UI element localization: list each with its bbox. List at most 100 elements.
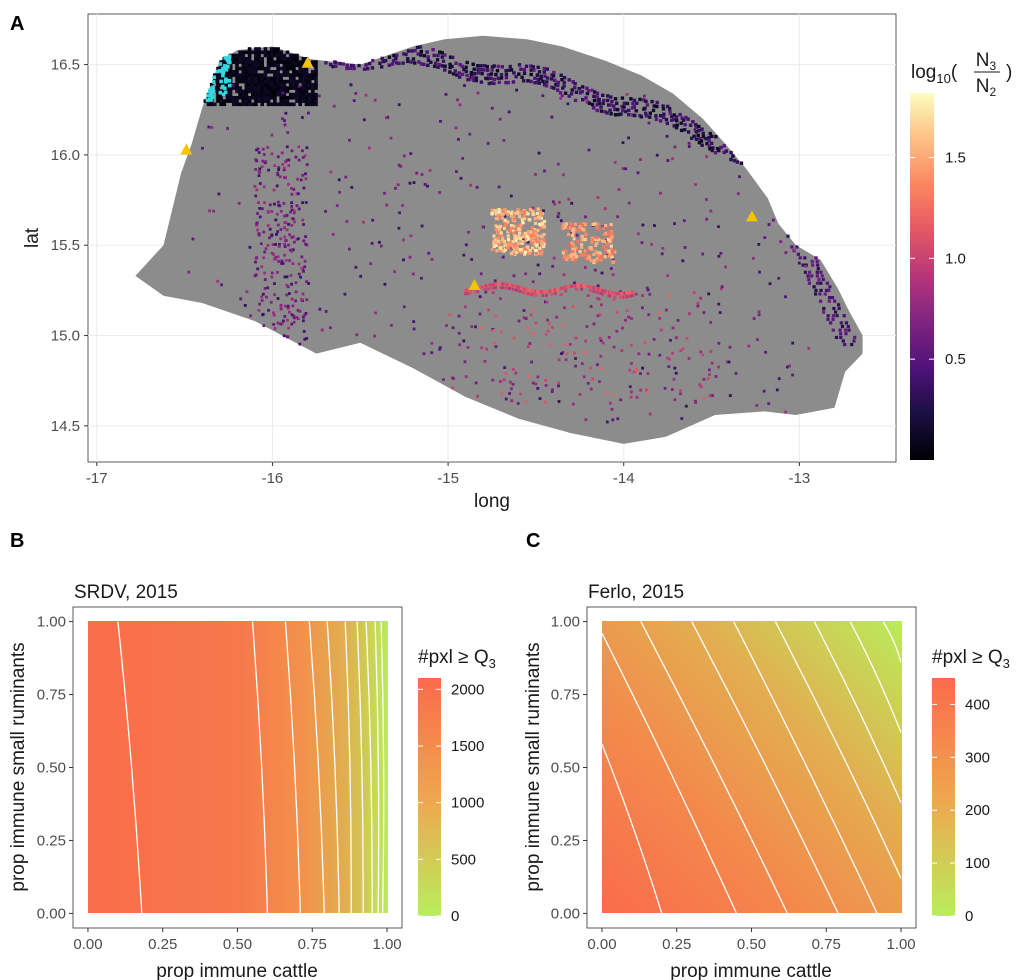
value-dot-1528 <box>283 235 287 239</box>
value-dot-704 <box>554 82 558 87</box>
value-dot-2288 <box>582 375 586 379</box>
contour-line-2 <box>640 621 788 914</box>
value-dot-2218 <box>509 380 512 384</box>
value-dot-2209 <box>550 326 554 329</box>
value-dot-1185 <box>627 201 631 205</box>
value-dot-1083 <box>397 226 401 230</box>
value-dot-936 <box>820 274 824 278</box>
legend-tick-label: 400 <box>965 696 990 713</box>
value-dot-504 <box>224 68 229 72</box>
value-dot-129 <box>241 60 246 64</box>
value-dot-956 <box>611 258 615 261</box>
value-dot-1685 <box>503 248 507 252</box>
value-dot-2075 <box>555 288 559 292</box>
value-dot-2275 <box>701 353 705 357</box>
value-dot-261 <box>269 92 274 97</box>
value-dot-105 <box>238 102 242 107</box>
value-dot-1533 <box>292 314 296 318</box>
value-dot-2243 <box>667 294 670 298</box>
value-dot-719 <box>571 80 575 84</box>
value-dot-604 <box>460 64 464 69</box>
value-dot-800 <box>648 111 652 115</box>
value-dot-2192 <box>546 329 550 333</box>
value-dot-81 <box>232 99 236 103</box>
value-dot-1964 <box>607 234 611 238</box>
value-dot-1032 <box>409 234 413 238</box>
value-dot-2196 <box>529 313 533 317</box>
value-dot-1025 <box>402 238 405 242</box>
value-dot-269 <box>269 60 274 64</box>
magma-tick-label: 1.5 <box>945 150 966 167</box>
value-dot-842 <box>694 123 698 127</box>
value-dot-1718 <box>512 251 516 255</box>
value-dot-961 <box>621 167 625 170</box>
value-dot-115 <box>238 57 242 61</box>
triangle-marker-1 <box>301 56 314 68</box>
value-dot-1830 <box>539 210 543 215</box>
value-dot-151 <box>247 96 252 100</box>
value-dot-854 <box>701 135 706 139</box>
value-dot-405 <box>301 89 306 94</box>
value-dot-471 <box>205 98 210 103</box>
value-dot-21 <box>216 83 220 87</box>
value-dot-176 <box>251 66 255 71</box>
value-dot-760 <box>610 99 614 104</box>
value-dot-1141 <box>596 284 600 288</box>
value-dot-1457 <box>303 337 307 341</box>
value-dot-505 <box>220 70 225 74</box>
value-dot-775 <box>622 101 626 105</box>
value-dot-933 <box>806 274 810 278</box>
value-dot-1015 <box>599 339 603 343</box>
value-dot-2095 <box>585 284 589 288</box>
y-tick-label: 0.75 <box>551 687 580 704</box>
value-dot-2035 <box>511 287 515 291</box>
ferlo-panel: Ferlo, 2015 0.00 0.25 0.50 0.75 1.00 0.000.2… <box>523 582 1010 980</box>
value-dot-2296 <box>583 350 587 354</box>
value-dot-2025 <box>501 286 504 290</box>
value-dot-623 <box>474 76 478 80</box>
value-dot-2168 <box>466 346 470 349</box>
value-dot-1976 <box>583 222 587 227</box>
value-dot-1428 <box>276 223 280 227</box>
value-dot-1200 <box>646 288 650 292</box>
srdv-y-ticks: 0.000.250.500.751.00 <box>37 614 73 922</box>
value-dot-974 <box>483 360 487 363</box>
value-dot-566 <box>419 53 423 57</box>
contour-line-1 <box>251 621 269 914</box>
value-dot-300 <box>276 63 280 68</box>
value-dot-1126 <box>673 398 677 402</box>
value-dot-543 <box>392 53 396 58</box>
value-dot-1051 <box>648 412 652 416</box>
value-dot-642 <box>492 64 496 68</box>
value-dot-2077 <box>558 287 563 291</box>
value-dot-2290 <box>498 380 502 383</box>
value-dot-200 <box>257 92 261 97</box>
value-dot-2181 <box>672 377 676 381</box>
value-dot-1168 <box>254 168 257 171</box>
y-tick-label: 0.00 <box>37 905 66 922</box>
value-dot-930 <box>807 277 811 282</box>
value-dot-2048 <box>525 288 529 292</box>
value-dot-1410 <box>270 275 274 279</box>
value-dot-711 <box>561 86 565 90</box>
value-dot-1779 <box>492 234 496 238</box>
value-dot-872 <box>717 148 721 153</box>
value-dot-1521 <box>254 260 257 264</box>
value-dot-1099 <box>637 232 640 236</box>
value-dot-349 <box>288 102 293 107</box>
value-dot-247 <box>266 89 271 94</box>
magma-tick-label: 1.0 <box>945 250 966 267</box>
ferlo-colorbar <box>932 678 955 916</box>
value-dot-419 <box>304 92 309 97</box>
value-dot-1556 <box>301 218 305 222</box>
value-dot-2180 <box>589 387 593 391</box>
value-dot-1968 <box>584 232 588 236</box>
value-dot-222 <box>260 76 264 81</box>
value-dot-695 <box>545 76 550 80</box>
value-dot-1452 <box>290 223 294 227</box>
value-dot-944 <box>811 263 815 267</box>
value-dot-1866 <box>609 244 613 248</box>
value-dot-557 <box>409 60 413 64</box>
value-dot-352 <box>288 86 293 90</box>
value-dot-1981 <box>610 255 614 259</box>
